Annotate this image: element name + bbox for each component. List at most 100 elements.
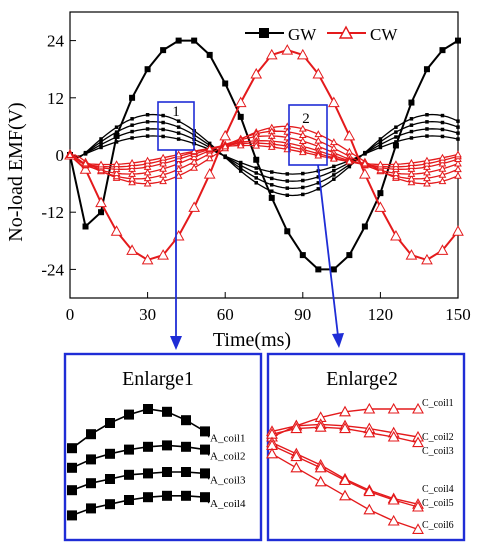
- point-gw: [455, 37, 461, 44]
- point-gw: [237, 113, 244, 120]
- legend-cw-label: CW: [370, 25, 398, 44]
- enlarge-1-point: [124, 469, 134, 480]
- point-gw: [378, 145, 383, 150]
- point-cw: [112, 169, 121, 177]
- point-cw: [203, 168, 216, 179]
- enlarge-1-point: [86, 429, 96, 440]
- point-cw: [436, 244, 449, 255]
- point-cw: [454, 150, 462, 158]
- point-gw: [378, 142, 383, 147]
- y-tick-label: 24: [47, 32, 65, 51]
- point-gw: [315, 266, 322, 273]
- point-gw: [363, 152, 367, 156]
- point-gw: [191, 37, 198, 44]
- enlarge-1-point: [67, 443, 77, 454]
- point-gw: [409, 117, 414, 121]
- point-cw: [174, 159, 183, 167]
- point-gw: [285, 193, 290, 197]
- point-cw: [421, 253, 433, 265]
- point-cw: [157, 249, 169, 260]
- enlarge-1-point: [143, 492, 153, 503]
- point-cw: [159, 164, 167, 172]
- enlarge-2-title: Enlarge2: [326, 368, 398, 390]
- legend-cw-marker: [338, 25, 354, 39]
- enlarge-2-series-label: C_coil1: [422, 398, 454, 409]
- y-tick-label: 12: [47, 89, 64, 108]
- enlarge-2-point: [412, 500, 424, 512]
- series-gw-3: [69, 128, 459, 182]
- enlarge-2-point: [290, 461, 303, 473]
- point-cw: [205, 154, 214, 162]
- point-cw: [452, 225, 464, 236]
- point-cw: [423, 168, 431, 176]
- point-gw: [409, 136, 414, 140]
- point-cw: [454, 171, 462, 179]
- point-gw: [254, 176, 258, 180]
- enlarge-2-point: [339, 489, 351, 501]
- point-gw: [301, 178, 305, 183]
- point-gw: [238, 160, 243, 165]
- point-gw: [238, 163, 243, 168]
- point-cw: [159, 153, 167, 161]
- point-gw: [176, 119, 181, 123]
- point-gw: [394, 140, 398, 144]
- point-gw: [394, 135, 398, 139]
- enlarge-1-point: [181, 467, 191, 477]
- point-gw: [130, 123, 134, 127]
- point-gw: [439, 47, 446, 54]
- enlarge-2-series-label: C_coil2: [422, 432, 454, 443]
- series-gw-4: [69, 135, 459, 175]
- point-cw: [281, 44, 294, 55]
- point-gw: [161, 120, 165, 125]
- point-gw: [254, 181, 258, 185]
- point-cw: [374, 201, 387, 212]
- point-cw: [327, 96, 340, 108]
- point-cw: [143, 174, 152, 182]
- point-cw: [438, 170, 447, 178]
- enlarge-1-point: [86, 503, 96, 514]
- point-cw: [392, 160, 400, 168]
- point-cw: [141, 253, 154, 265]
- point-gw: [268, 194, 275, 201]
- point-gw: [440, 113, 445, 118]
- point-gw: [175, 37, 182, 44]
- point-gw: [440, 120, 445, 125]
- y-tick-label: -12: [41, 203, 64, 222]
- enlarge-1-point: [181, 415, 191, 426]
- point-gw: [114, 135, 119, 139]
- point-cw: [236, 141, 245, 149]
- enlarge-1-point: [67, 462, 77, 473]
- point-cw: [205, 144, 214, 152]
- point-gw: [332, 173, 336, 177]
- enlarge-1-point: [105, 448, 115, 459]
- point-gw: [285, 172, 290, 176]
- enlarge-1-point: [143, 468, 153, 479]
- point-cw: [126, 244, 138, 255]
- point-cw: [438, 177, 447, 185]
- point-cw: [190, 147, 199, 155]
- legend-gw-label: GW: [288, 25, 317, 44]
- enlarge-2-series-label: C_coil5: [422, 498, 454, 509]
- enlarge-1-point: [105, 418, 115, 428]
- point-cw: [143, 168, 152, 176]
- series-cw-9: [69, 140, 459, 170]
- point-gw: [99, 145, 103, 150]
- enlarge-2-point: [266, 447, 278, 459]
- y-axis-label: No-load EMF(V): [5, 102, 27, 241]
- point-gw: [409, 129, 414, 134]
- point-cw: [438, 153, 447, 161]
- point-gw: [392, 142, 399, 149]
- point-gw: [301, 185, 305, 190]
- point-cw: [174, 165, 183, 173]
- x-tick-label: 120: [368, 305, 394, 324]
- enlarge-2-point: [412, 402, 424, 414]
- point-gw: [285, 186, 290, 190]
- point-gw: [378, 140, 383, 144]
- x-tick-label: 60: [217, 305, 234, 324]
- legend-gw-marker: [259, 28, 269, 38]
- point-gw: [145, 120, 150, 124]
- enlarge-1-point: [67, 510, 77, 521]
- series-cw-6: [70, 125, 459, 185]
- point-gw: [254, 166, 258, 170]
